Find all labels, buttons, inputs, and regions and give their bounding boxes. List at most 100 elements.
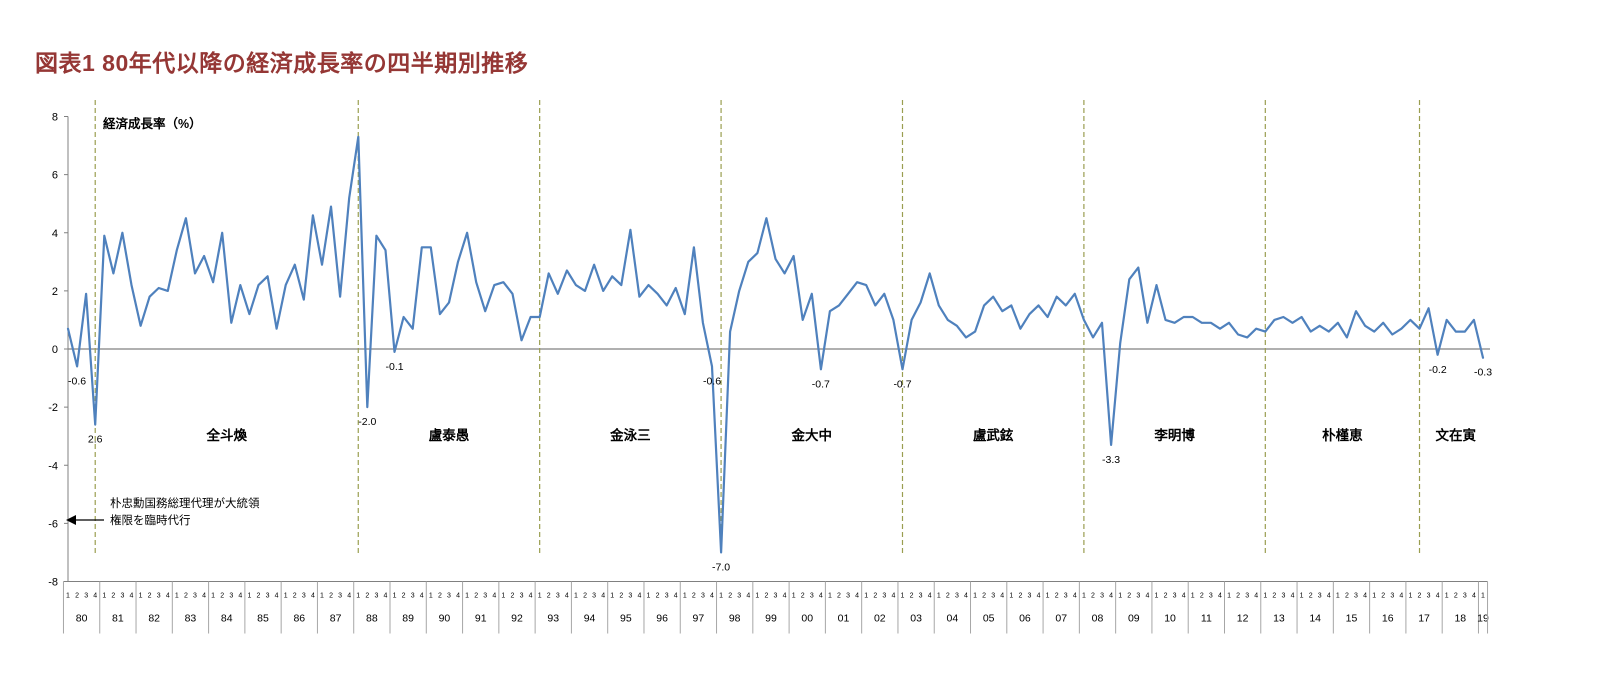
svg-text:2: 2	[1018, 593, 1022, 600]
svg-text:3: 3	[737, 593, 741, 600]
svg-text:04: 04	[947, 613, 959, 625]
svg-text:盧武鉉: 盧武鉉	[973, 427, 1014, 443]
svg-text:1: 1	[1300, 593, 1304, 600]
svg-text:-3.3: -3.3	[1102, 454, 1120, 466]
svg-text:3: 3	[991, 593, 995, 600]
svg-text:4: 4	[166, 593, 170, 600]
svg-text:4: 4	[1182, 593, 1186, 600]
svg-text:-0.7: -0.7	[893, 378, 911, 390]
svg-text:2: 2	[1418, 593, 1422, 600]
svg-text:2: 2	[75, 593, 79, 600]
svg-text:4: 4	[130, 593, 134, 600]
svg-text:4: 4	[746, 593, 750, 600]
svg-text:0: 0	[52, 344, 58, 356]
svg-text:4: 4	[601, 593, 605, 600]
svg-text:4: 4	[420, 593, 424, 600]
svg-text:84: 84	[221, 613, 233, 625]
svg-text:朴忠勳国務総理代理が大統領: 朴忠勳国務総理代理が大統領	[110, 496, 260, 510]
svg-text:4: 4	[964, 593, 968, 600]
svg-text:1: 1	[356, 593, 360, 600]
svg-text:1: 1	[610, 593, 614, 600]
svg-text:1: 1	[1191, 593, 1195, 600]
svg-text:3: 3	[374, 593, 378, 600]
svg-text:3: 3	[266, 593, 270, 600]
svg-text:08: 08	[1092, 613, 1104, 625]
svg-text:2: 2	[111, 593, 115, 600]
svg-text:4: 4	[565, 593, 569, 600]
svg-text:2: 2	[801, 593, 805, 600]
svg-text:4: 4	[928, 593, 932, 600]
svg-text:-0.6: -0.6	[68, 375, 86, 387]
svg-text:2: 2	[1200, 593, 1204, 600]
svg-text:2: 2	[329, 593, 333, 600]
svg-text:李明博: 李明博	[1153, 427, 1195, 443]
svg-text:05: 05	[983, 613, 995, 625]
svg-text:1: 1	[1046, 593, 1050, 600]
svg-text:1: 1	[102, 593, 106, 600]
svg-text:97: 97	[693, 613, 705, 625]
svg-text:4: 4	[311, 593, 315, 600]
svg-text:2: 2	[728, 593, 732, 600]
svg-text:3: 3	[846, 593, 850, 600]
svg-text:3: 3	[1209, 593, 1213, 600]
svg-text:3: 3	[483, 593, 487, 600]
svg-text:-0.1: -0.1	[385, 361, 403, 373]
svg-text:1: 1	[1155, 593, 1159, 600]
svg-text:91: 91	[475, 613, 487, 625]
svg-text:81: 81	[112, 613, 124, 625]
svg-text:4: 4	[238, 593, 242, 600]
svg-text:1: 1	[501, 593, 505, 600]
svg-text:-0.3: -0.3	[1474, 367, 1492, 379]
svg-text:1: 1	[864, 593, 868, 600]
svg-text:99: 99	[765, 613, 777, 625]
svg-text:83: 83	[185, 613, 197, 625]
svg-text:3: 3	[1100, 593, 1104, 600]
svg-text:11: 11	[1201, 613, 1212, 625]
svg-text:3: 3	[628, 593, 632, 600]
svg-text:金大中: 金大中	[791, 427, 833, 443]
svg-text:4: 4	[347, 593, 351, 600]
svg-text:3: 3	[1390, 593, 1394, 600]
svg-text:-0.2: -0.2	[1429, 364, 1447, 376]
svg-text:2: 2	[52, 286, 58, 298]
svg-text:82: 82	[148, 613, 160, 625]
svg-text:-7.0: -7.0	[712, 561, 730, 573]
svg-text:1: 1	[719, 593, 723, 600]
svg-text:6: 6	[52, 170, 58, 182]
svg-text:3: 3	[338, 593, 342, 600]
svg-text:4: 4	[384, 593, 388, 600]
svg-text:1: 1	[284, 593, 288, 600]
svg-text:2: 2	[656, 593, 660, 600]
svg-text:07: 07	[1055, 613, 1067, 625]
svg-text:3: 3	[774, 593, 778, 600]
svg-text:4: 4	[52, 228, 58, 240]
svg-text:3: 3	[1281, 593, 1285, 600]
svg-text:-4: -4	[48, 460, 58, 472]
svg-text:4: 4	[529, 593, 533, 600]
svg-text:93: 93	[547, 613, 559, 625]
svg-text:4: 4	[1145, 593, 1149, 600]
svg-text:2: 2	[873, 593, 877, 600]
svg-text:1: 1	[66, 593, 70, 600]
svg-text:1: 1	[683, 593, 687, 600]
svg-text:3: 3	[701, 593, 705, 600]
svg-text:2: 2	[692, 593, 696, 600]
svg-text:2: 2	[583, 593, 587, 600]
svg-text:4: 4	[819, 593, 823, 600]
svg-text:4: 4	[1218, 593, 1222, 600]
svg-text:2: 2	[1236, 593, 1240, 600]
svg-text:2: 2	[365, 593, 369, 600]
svg-text:2: 2	[764, 593, 768, 600]
svg-text:4: 4	[674, 593, 678, 600]
svg-text:10: 10	[1164, 613, 1176, 625]
svg-text:4: 4	[1109, 593, 1113, 600]
svg-text:09: 09	[1128, 613, 1140, 625]
svg-text:06: 06	[1019, 613, 1031, 625]
svg-text:88: 88	[366, 613, 378, 625]
svg-text:4: 4	[1254, 593, 1258, 600]
svg-text:95: 95	[620, 613, 632, 625]
svg-text:3: 3	[665, 593, 669, 600]
